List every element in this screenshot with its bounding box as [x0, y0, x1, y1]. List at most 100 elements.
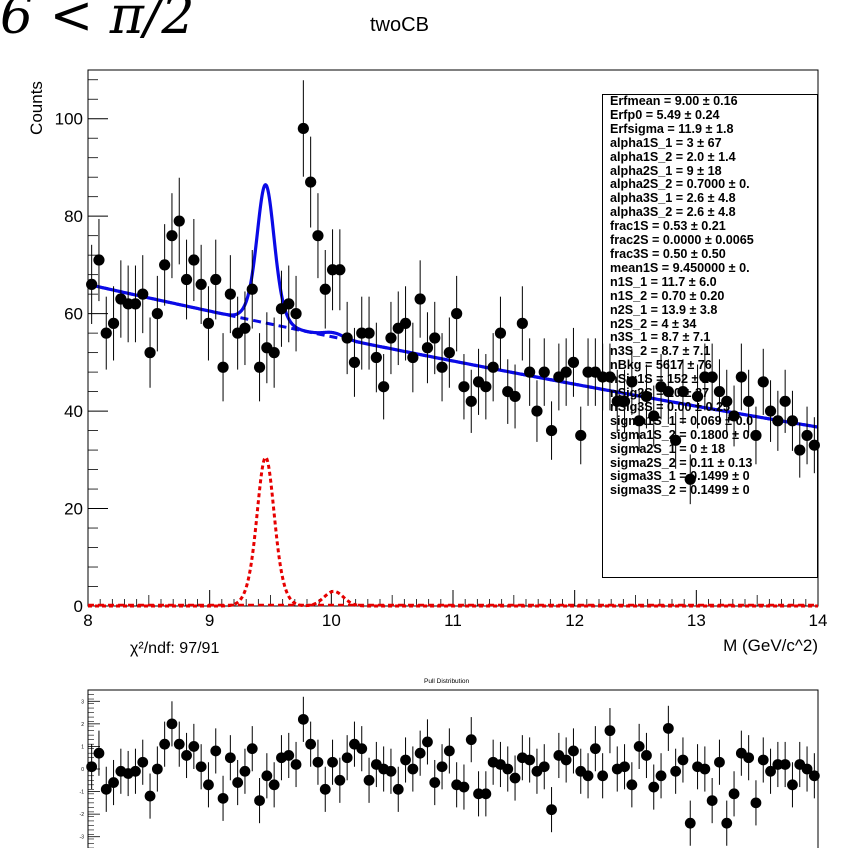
- x-tick-label: 9: [205, 611, 214, 630]
- fit-parameter-row: sigma3S_2 = 0.1499 ± 0: [610, 483, 750, 498]
- pull-point: [232, 777, 244, 788]
- pull-point: [801, 763, 813, 775]
- pull-point: [151, 763, 163, 775]
- data-point: [618, 395, 631, 407]
- pull-point: [538, 761, 550, 773]
- pull-point: [385, 765, 397, 777]
- data-point: [188, 254, 200, 266]
- data-point: [312, 230, 324, 242]
- data-point: [465, 395, 477, 407]
- header-fragment: 6 < π/2: [0, 0, 195, 46]
- data-point: [86, 278, 98, 290]
- y-tick-label: 0: [74, 597, 83, 616]
- y-axis-label: Counts: [27, 81, 46, 135]
- data-point: [677, 386, 689, 398]
- pull-point: [130, 765, 141, 777]
- pull-point: [743, 752, 755, 764]
- data-point: [786, 415, 799, 427]
- pull-point: [86, 761, 98, 773]
- y-tick-label: 40: [64, 402, 83, 421]
- pull-point: [589, 743, 601, 755]
- pull-point: [648, 781, 660, 793]
- pull-points: [86, 696, 820, 846]
- pull-point: [524, 754, 536, 766]
- pull-point: [93, 747, 105, 759]
- pull-point: [305, 738, 317, 750]
- pull-point: [290, 759, 302, 770]
- pull-point: [655, 770, 667, 782]
- x-tick-label: 13: [687, 611, 706, 630]
- data-point: [779, 395, 791, 407]
- data-point: [764, 405, 777, 417]
- pull-point: [108, 777, 119, 788]
- data-point: [509, 390, 521, 403]
- pull-point: [312, 756, 324, 768]
- pull-point: [188, 741, 200, 752]
- data-point: [217, 361, 229, 373]
- fit-parameter-row: alpha2S_2 = 0.7000 ± 0.: [610, 177, 750, 192]
- fit-parameter-row: sigma2S_1 = 0 ± 18: [610, 441, 726, 456]
- data-point: [662, 386, 674, 398]
- data-point: [713, 386, 726, 398]
- pull-point: [203, 779, 214, 791]
- pull-point: [392, 783, 404, 795]
- data-point: [283, 298, 295, 310]
- fit-parameter-row: frac1S = 0.53 ± 0.21: [610, 219, 726, 234]
- fit-parameter-row: sigma2S_2 = 0.11 ± 0.13: [610, 455, 753, 470]
- pull-point: [283, 750, 295, 761]
- fit-parameter-row: alpha3S_1 = 2.6 ± 4.8: [610, 191, 736, 206]
- data-point: [633, 415, 645, 427]
- fit-parameter-row: mean1S = 9.450000 ± 0.: [610, 260, 750, 275]
- data-point: [341, 332, 353, 344]
- pull-point: [568, 745, 579, 757]
- fit-parameter-row: Erfmean = 9.00 ± 0.16: [610, 94, 738, 108]
- data-point: [735, 371, 747, 383]
- data-point: [567, 356, 580, 368]
- pull-point: [341, 752, 353, 764]
- pull-point: [779, 759, 791, 770]
- data-point: [560, 366, 572, 378]
- pull-point: [721, 817, 733, 829]
- data-point: [691, 390, 704, 403]
- data-point: [239, 322, 251, 334]
- fit-parameter-row: sigma3S_1 = 0.1499 ± 0: [610, 469, 750, 484]
- pull-point: [765, 765, 776, 777]
- data-point: [451, 308, 463, 320]
- pull-y-tick-label: -1: [80, 790, 85, 796]
- fit-parameter-row: n2S_2 = 4 ± 34: [610, 316, 697, 331]
- data-point: [604, 371, 616, 383]
- pull-point: [195, 761, 207, 773]
- data-point: [378, 381, 390, 393]
- pull-point: [714, 756, 725, 768]
- pull-y-tick-label: -3: [80, 835, 85, 841]
- pull-y-tick-label: 0: [81, 767, 84, 773]
- y-tick-label: 80: [64, 207, 83, 226]
- data-point: [297, 122, 309, 135]
- data-point: [268, 347, 280, 359]
- data-point: [385, 332, 397, 344]
- fit-parameter-row: sigma1S_1 = 0.069 ± 0.0: [610, 413, 754, 428]
- pull-point: [787, 779, 798, 791]
- data-point: [480, 381, 492, 393]
- data-point: [801, 429, 813, 442]
- x-tick-label: 10: [322, 611, 341, 630]
- data-point: [743, 395, 755, 407]
- data-point: [728, 410, 740, 422]
- pull-point: [363, 774, 375, 786]
- pull-point: [217, 792, 229, 804]
- x-tick-label: 8: [83, 611, 92, 630]
- data-point: [319, 283, 331, 295]
- data-point: [670, 434, 682, 446]
- fit-parameter-row: nSig3S = 0.00 ± 0.25: [610, 399, 730, 414]
- pull-point: [422, 736, 433, 748]
- fit-parameter-row: alpha1S_1 = 3 ± 67: [610, 135, 722, 150]
- pull-point: [626, 779, 638, 791]
- pull-point: [684, 817, 696, 829]
- data-point: [757, 376, 769, 388]
- pull-point: [414, 747, 426, 759]
- pull-point: [750, 797, 762, 809]
- data-point: [640, 390, 653, 403]
- data-point: [107, 317, 120, 329]
- pull-point: [757, 754, 769, 766]
- data-point: [487, 361, 499, 373]
